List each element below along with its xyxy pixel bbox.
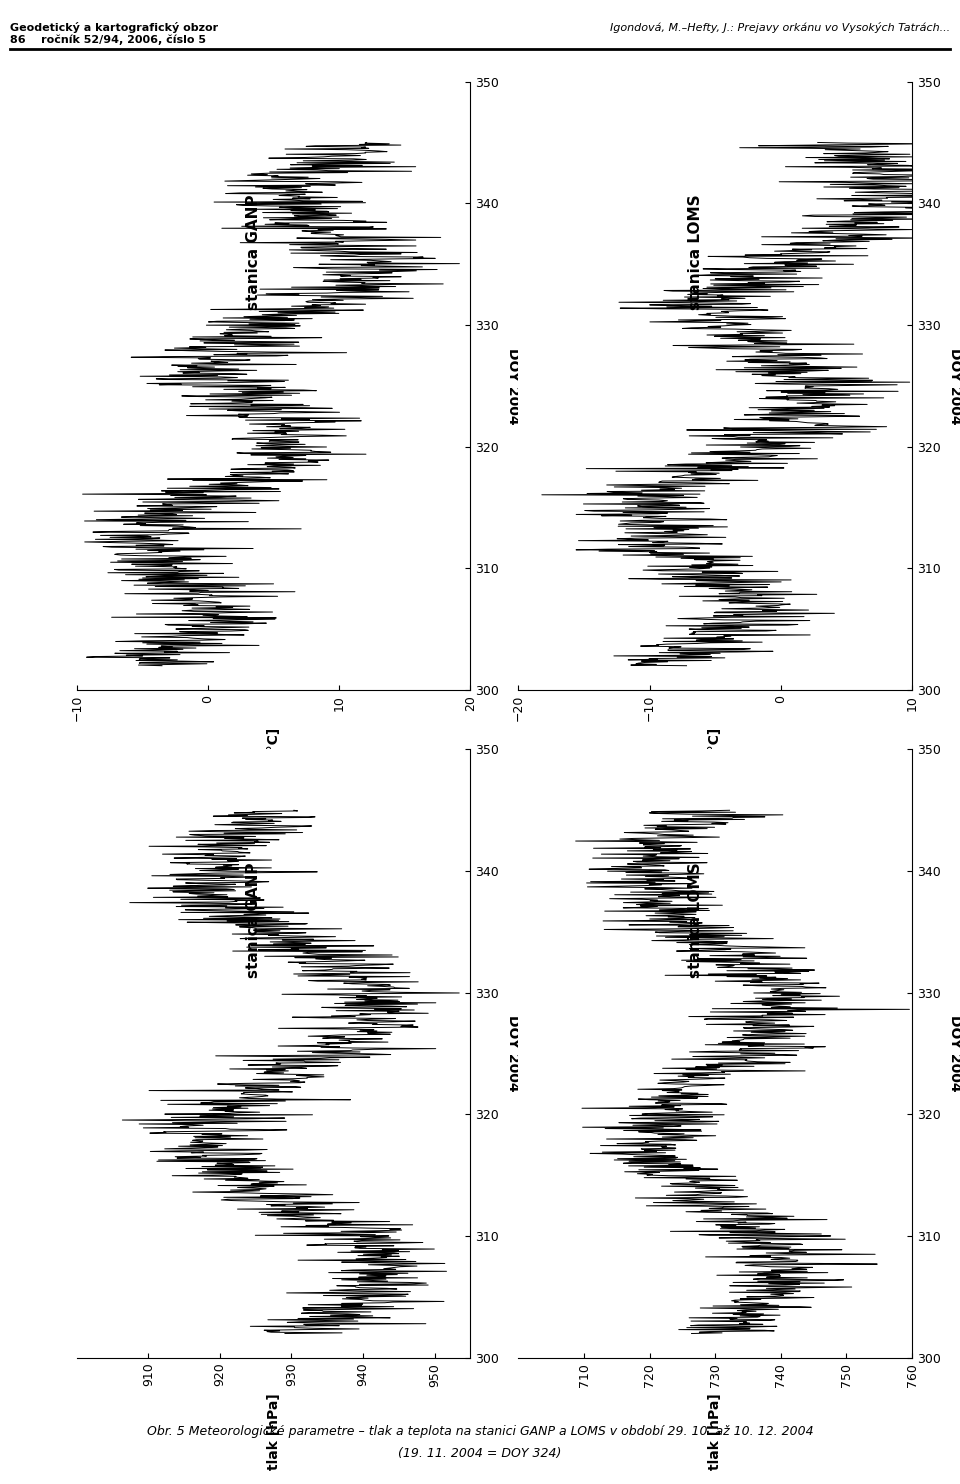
X-axis label: tlak [hPa]: tlak [hPa] <box>708 1393 722 1471</box>
Y-axis label: DOY 2004: DOY 2004 <box>506 1015 520 1092</box>
Text: (19. 11. 2004 = DOY 324): (19. 11. 2004 = DOY 324) <box>398 1447 562 1460</box>
Text: stanica GANP: stanica GANP <box>247 862 261 978</box>
Text: Geodetický a kartografický obzor: Geodetický a kartografický obzor <box>10 22 218 33</box>
Y-axis label: DOY 2004: DOY 2004 <box>948 347 960 424</box>
Y-axis label: DOY 2004: DOY 2004 <box>506 347 520 424</box>
Text: Igondová, M.–Hefty, J.: Prejavy orkánu vo Vysokých Tatrách...: Igondová, M.–Hefty, J.: Prejavy orkánu v… <box>611 22 950 33</box>
Text: 86    ročník 52/94, 2006, číslo 5: 86 ročník 52/94, 2006, číslo 5 <box>10 34 205 45</box>
Text: stanica LOMS: stanica LOMS <box>688 194 703 310</box>
Text: Obr. 5 Meteorologické parametre – tlak a teplota na stanici GANP a LOMS v období: Obr. 5 Meteorologické parametre – tlak a… <box>147 1425 813 1438</box>
Y-axis label: DOY 2004: DOY 2004 <box>948 1015 960 1092</box>
X-axis label: tlak [hPa]: tlak [hPa] <box>267 1393 280 1471</box>
Text: stanica LOMS: stanica LOMS <box>688 862 703 978</box>
X-axis label: teplota [°C]: teplota [°C] <box>708 729 722 819</box>
X-axis label: teplota [°C]: teplota [°C] <box>267 729 280 819</box>
Text: stanica GANP: stanica GANP <box>247 194 261 310</box>
